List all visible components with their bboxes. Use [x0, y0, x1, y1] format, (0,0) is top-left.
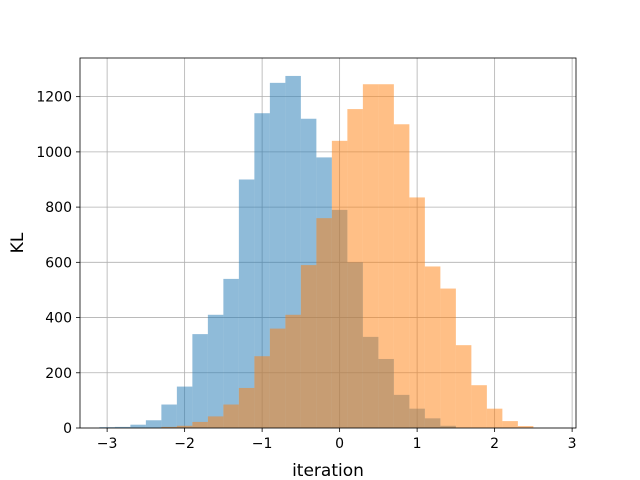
histogram-bar-series-1 [130, 424, 146, 428]
y-tick-label: 600 [45, 255, 72, 271]
histogram-bar-series-2 [362, 84, 379, 428]
axes-frame [79, 57, 577, 429]
histogram-bar-series-2 [409, 197, 425, 428]
histogram-bar-series-2 [316, 218, 332, 428]
x-tick-label: 3 [568, 436, 577, 452]
y-tick-label: 800 [45, 200, 72, 216]
ticks: −3 −2 −1 0 1 2 3 0 200 400 600 800 1000 1200 [36, 90, 576, 452]
histogram-bar-series-1 [145, 420, 162, 428]
histogram-bar-series-2 [440, 288, 456, 428]
histogram-bar-series-2 [269, 328, 286, 428]
histogram-bar-series-2 [486, 408, 503, 428]
histogram-bar-series-1 [99, 427, 115, 428]
histogram-bar-series-2 [238, 387, 255, 428]
histogram-bar-series-1 [161, 404, 177, 428]
x-axis-label: iteration [292, 461, 364, 480]
histogram-bar-series-2 [471, 385, 487, 428]
y-tick-label: 0 [63, 421, 72, 437]
histogram-bar-series-2 [192, 421, 208, 428]
histogram-bar-series-2 [285, 314, 301, 428]
histogram-bar-series-2 [331, 140, 348, 428]
y-tick-label: 1000 [36, 145, 72, 161]
histogram-bar-series-1 [238, 179, 255, 428]
x-tick-label: 2 [490, 436, 499, 452]
histogram-bar-series-2 [502, 421, 518, 428]
histogram-bar-series-2 [455, 345, 472, 428]
histogram-bar-series-2 [424, 266, 441, 428]
histogram-bar-series-2 [517, 426, 534, 428]
histogram-bar-series-1 [176, 386, 193, 428]
y-tick-label: 200 [45, 366, 72, 382]
x-tick-label: −2 [174, 436, 195, 452]
histogram-bar-series-1 [114, 426, 131, 428]
histogram-bar-series-2 [300, 265, 317, 428]
plot-frame [79, 57, 577, 429]
histogram-bar-series-2 [176, 425, 193, 428]
histogram-bar-series-2 [207, 416, 224, 428]
histogram-bar-series-1 [223, 278, 239, 428]
histogram-bar-series-1 [207, 314, 224, 428]
x-tick-label: −3 [97, 436, 118, 452]
histogram-bar-series-2 [254, 356, 270, 428]
x-tick-label: −1 [252, 436, 273, 452]
y-tick-label: 400 [45, 311, 72, 327]
x-tick-label: 1 [413, 436, 422, 452]
bars [99, 75, 534, 429]
histogram-bar-series-2 [393, 124, 410, 429]
x-tick-label: 0 [335, 436, 344, 452]
y-axis-label: KL [8, 232, 28, 253]
histogram-bar-series-2 [161, 426, 177, 428]
y-tick-label: 1200 [36, 90, 72, 106]
histogram-bar-series-2 [347, 109, 363, 428]
histogram-bar-series-2 [378, 84, 394, 428]
histogram-bar-series-2 [223, 404, 239, 428]
histogram-bar-series-1 [192, 334, 208, 428]
histogram-bar-series-1 [254, 113, 270, 428]
